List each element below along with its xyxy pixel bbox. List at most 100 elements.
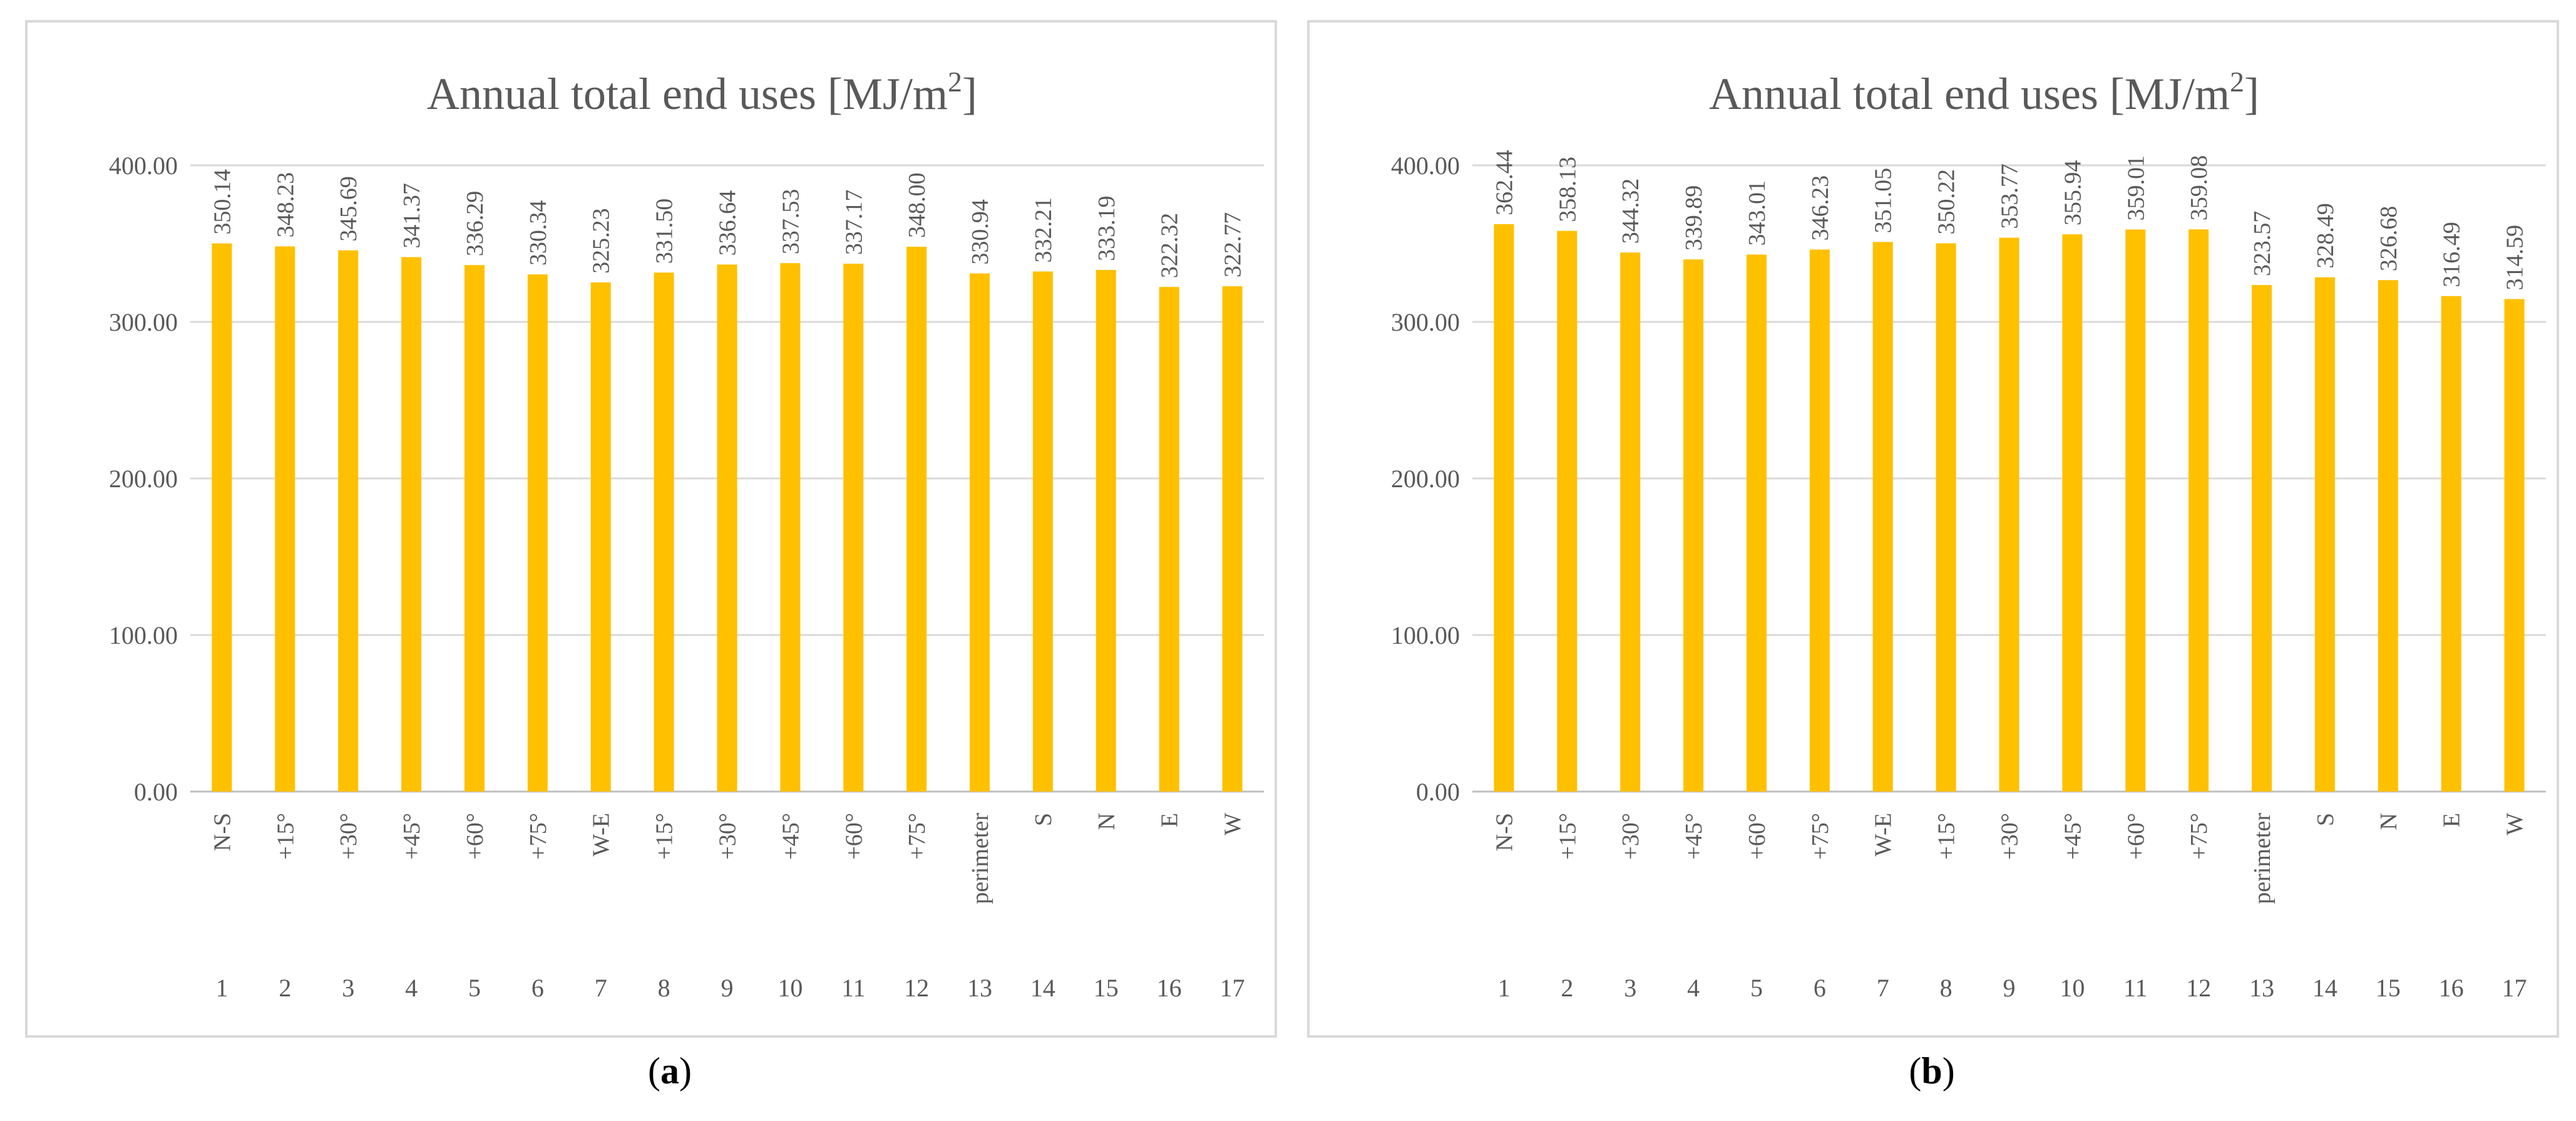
- x-tick-label: +45°: [1681, 813, 1707, 860]
- bar: [275, 246, 295, 792]
- bar: [1809, 249, 1830, 792]
- x-tick-label: +15°: [1934, 813, 1960, 860]
- bar: [1936, 243, 1956, 792]
- x-index-label: 6: [1814, 974, 1826, 1002]
- bar: [843, 264, 864, 792]
- chart-panel-b: Annual total end uses [MJ/m2] 0.00 100.00 2…: [1307, 20, 2559, 1038]
- x-index-label: 10: [2060, 974, 2085, 1002]
- x-index-label: 17: [1220, 974, 1245, 1002]
- y-tick-label: 200.00: [109, 465, 178, 493]
- x-index-label: 14: [2312, 974, 2337, 1002]
- x-index-label: 13: [967, 974, 992, 1002]
- bar: [906, 247, 927, 792]
- x-tick-label: S: [2312, 813, 2339, 826]
- bar: [2378, 280, 2398, 792]
- bar: [1494, 224, 1514, 792]
- x-index-label: 4: [1687, 974, 1700, 1002]
- data-label: 331.50: [652, 199, 678, 264]
- x-tick-label: +30°: [336, 813, 362, 860]
- x-tick-label: +60°: [462, 813, 488, 860]
- x-tick-label: +75°: [525, 813, 552, 860]
- y-tick-label: 400.00: [109, 152, 178, 180]
- data-label: 330.34: [525, 200, 552, 266]
- bar: [1683, 259, 1704, 792]
- x-tick-label: +15°: [272, 813, 299, 860]
- bar: [527, 274, 548, 792]
- data-label: 348.23: [272, 172, 299, 238]
- x-index-label: 2: [279, 974, 291, 1002]
- x-tick-label: W-E: [588, 813, 615, 857]
- x-tick-label: N-S: [1491, 813, 1517, 851]
- x-tick-label: +75°: [904, 813, 930, 860]
- x-index-label: 9: [721, 974, 734, 1002]
- x-index-label: 4: [405, 974, 418, 1002]
- x-index-label: 10: [777, 974, 803, 1002]
- x-index-label: 11: [2123, 974, 2148, 1002]
- bar-chart-b: Annual total end uses [MJ/m2] 0.00 100.00 2…: [1391, 66, 2546, 1002]
- x-tick-label: +60°: [841, 813, 867, 860]
- chart-title: Annual total end uses [MJ/m2]: [1709, 66, 2259, 119]
- bar: [1620, 252, 1641, 792]
- x-tick-label: +45°: [777, 813, 804, 860]
- bar: [464, 265, 485, 792]
- bar-chart-a: Annual total end uses [MJ/m2] 0.00 100.00 2…: [109, 66, 1264, 1002]
- data-label: 359.08: [2186, 155, 2212, 221]
- bar: [338, 250, 359, 792]
- y-tick-label: 300.00: [1391, 308, 1460, 336]
- data-label: 351.05: [1870, 168, 1897, 234]
- x-index-label: 15: [1094, 974, 1119, 1002]
- x-index-label: 8: [1940, 974, 1953, 1002]
- x-index-label: 5: [1750, 974, 1763, 1002]
- data-label: 333.19: [1094, 196, 1120, 262]
- bar: [654, 272, 674, 792]
- x-index-label: 17: [2502, 974, 2527, 1002]
- data-label: 328.49: [2312, 203, 2339, 269]
- y-tick-label: 100.00: [1391, 621, 1460, 649]
- x-index-label: 13: [2249, 974, 2274, 1002]
- bar: [970, 273, 990, 792]
- x-tick-label: E: [1157, 813, 1183, 827]
- caption-a: (a): [648, 1050, 692, 1092]
- x-tick-label: E: [2439, 813, 2465, 827]
- data-label: 358.13: [1554, 157, 1581, 222]
- data-label: 336.64: [715, 190, 741, 256]
- x-tick-label: +60°: [2123, 813, 2149, 860]
- x-tick-label: +75°: [2186, 813, 2212, 860]
- bar: [2441, 296, 2461, 792]
- y-tick-label: 100.00: [109, 621, 178, 649]
- chart-title: Annual total end uses [MJ/m2]: [427, 66, 977, 119]
- data-label: 355.94: [2060, 160, 2086, 226]
- y-tick-label: 0.00: [1416, 778, 1460, 806]
- x-index-label: 12: [904, 974, 929, 1002]
- data-label: 341.37: [399, 183, 425, 249]
- x-tick-label: +60°: [1744, 813, 1770, 860]
- data-label: 326.68: [2376, 206, 2402, 272]
- data-label: 344.32: [1618, 178, 1644, 244]
- data-label: 350.14: [209, 169, 235, 235]
- bar: [1746, 254, 1767, 792]
- data-label: 325.23: [588, 208, 615, 274]
- data-label: 359.01: [2123, 155, 2149, 221]
- chart-panel-a: Annual total end uses [MJ/m2] 0.00 100.00 2…: [25, 20, 1277, 1038]
- data-label: 337.53: [777, 189, 804, 255]
- data-label: 316.49: [2439, 222, 2465, 287]
- x-tick-label: +75°: [1807, 813, 1834, 860]
- x-index-label: 16: [1157, 974, 1182, 1002]
- data-label: 337.17: [841, 190, 867, 256]
- x-tick-label: +45°: [399, 813, 425, 860]
- data-label: 350.22: [1934, 169, 1960, 235]
- x-index-label: 3: [342, 974, 354, 1002]
- x-tick-label: +30°: [715, 813, 741, 860]
- data-label: 322.77: [1220, 212, 1246, 278]
- x-tick-label: +45°: [2060, 813, 2086, 860]
- bar: [780, 263, 801, 792]
- data-label: 322.32: [1157, 213, 1183, 279]
- data-label: 323.57: [2249, 211, 2276, 277]
- y-tick-label: 400.00: [1391, 152, 1460, 180]
- x-tick-label: +15°: [652, 813, 678, 860]
- data-label: 339.89: [1681, 185, 1707, 251]
- bar: [1159, 287, 1179, 792]
- data-label: 314.59: [2502, 225, 2528, 291]
- data-label: 362.44: [1491, 150, 1517, 215]
- x-tick-label: W-E: [1870, 813, 1897, 857]
